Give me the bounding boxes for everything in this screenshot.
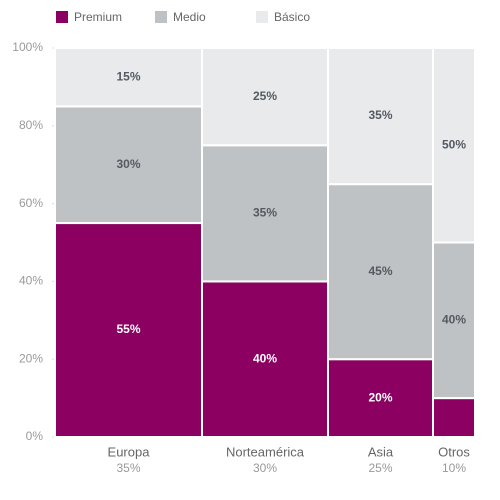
segment (432, 397, 476, 439)
segment (327, 183, 434, 361)
x-tick-label: Norteamérica (226, 444, 305, 459)
legend-label: Medio (173, 10, 206, 24)
y-tick-label: 0% (26, 429, 44, 443)
segment (201, 144, 329, 283)
legend-swatch (56, 11, 68, 23)
value-label: 45% (368, 264, 392, 278)
value-label: 35% (253, 205, 277, 219)
value-label: 40% (442, 312, 466, 326)
legend-swatch (155, 11, 167, 23)
y-tick-label: 80% (19, 118, 43, 132)
y-tick-label: 20% (19, 351, 43, 365)
segment (54, 222, 203, 438)
width-label: 10% (442, 461, 466, 475)
y-tick-label: 100% (12, 40, 43, 54)
legend-label: Premium (74, 10, 122, 24)
segment (327, 358, 434, 439)
value-label: 55% (116, 322, 140, 336)
x-tick-label: Otros (438, 444, 470, 459)
width-label: 30% (253, 461, 277, 475)
value-label: 20% (368, 390, 392, 404)
value-label: 15% (116, 69, 140, 83)
value-label: 30% (116, 157, 140, 171)
segment (432, 47, 476, 244)
y-tick-label: 60% (19, 196, 43, 210)
value-label: 25% (253, 89, 277, 103)
legend-swatch (256, 11, 268, 23)
width-label: 35% (116, 461, 140, 475)
segment (432, 241, 476, 400)
x-tick-label: Europa (108, 444, 151, 459)
value-label: 35% (368, 108, 392, 122)
y-tick-label: 40% (19, 274, 43, 288)
value-label: 50% (442, 137, 466, 151)
segment (327, 47, 434, 186)
legend-label: Básico (274, 10, 310, 24)
value-label: 40% (253, 351, 277, 365)
width-label: 25% (368, 461, 392, 475)
x-tick-label: Asia (368, 444, 394, 459)
segment (201, 47, 329, 147)
